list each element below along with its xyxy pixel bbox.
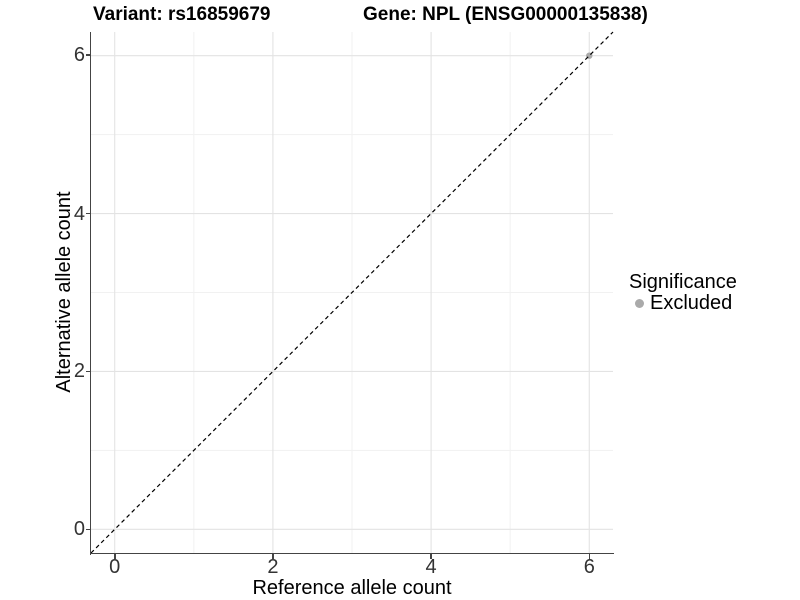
y-tick-mark xyxy=(86,212,91,215)
y-tick-label: 0 xyxy=(73,518,85,541)
x-tick-mark xyxy=(114,554,116,559)
x-axis-title: Reference allele count xyxy=(252,577,452,599)
y-tick-label: 6 xyxy=(73,43,85,66)
x-axis-line xyxy=(89,552,614,554)
y-tick-mark xyxy=(86,54,91,56)
y-tick-mark xyxy=(86,528,91,531)
y-tick-label: 2 xyxy=(73,360,85,383)
x-tick-label: 6 xyxy=(583,556,595,578)
y-axis-title: Alternative allele count xyxy=(53,191,75,393)
variant-title: Variant: rs16859679 xyxy=(93,4,271,25)
legend-key-dot xyxy=(634,298,644,308)
legend-item-label: Excluded xyxy=(650,292,733,314)
plot-panel-canvas xyxy=(90,31,614,554)
x-tick-label: 0 xyxy=(109,556,121,578)
x-tick-label: 2 xyxy=(267,556,279,578)
gene-title: Gene: NPL (ENSG00000135838) xyxy=(363,4,648,25)
y-tick-label: 4 xyxy=(73,202,85,225)
y-axis-line xyxy=(89,32,91,555)
x-tick-label: 4 xyxy=(425,556,437,578)
identity-reference-line xyxy=(90,31,614,554)
y-tick-mark xyxy=(86,370,91,373)
legend-title: Significance xyxy=(629,271,737,293)
x-tick-mark xyxy=(272,554,274,559)
plot-panel xyxy=(90,31,614,554)
x-tick-mark xyxy=(430,554,432,559)
x-tick-mark xyxy=(588,554,591,559)
